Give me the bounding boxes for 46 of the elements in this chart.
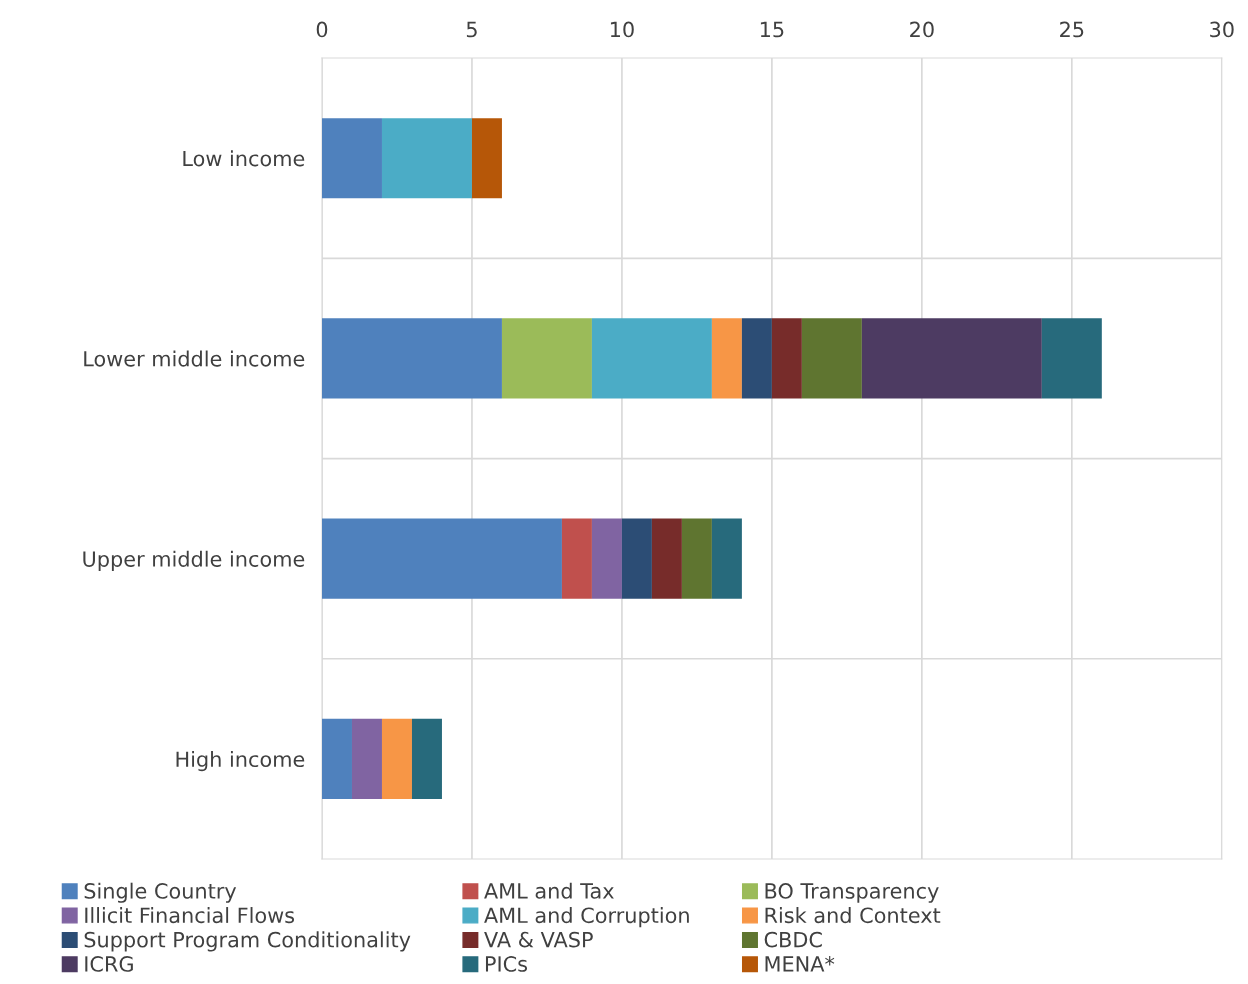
legend-label: ICRG xyxy=(85,956,133,972)
legend-label: Support Program Conditionality xyxy=(84,931,411,952)
bar xyxy=(321,118,382,199)
bar xyxy=(591,518,622,599)
legend-label: VA & VASP xyxy=(484,931,593,948)
y-tick-label: Low income xyxy=(183,150,305,167)
bar xyxy=(321,318,502,399)
bar xyxy=(741,318,772,399)
legend-label: Single Country xyxy=(84,882,237,903)
bar xyxy=(561,518,592,599)
bar xyxy=(501,318,592,399)
y-tick-label: High income xyxy=(176,750,305,772)
bar xyxy=(711,518,742,599)
bar xyxy=(1041,318,1102,399)
legend-label: Risk and Context xyxy=(765,907,941,924)
bar xyxy=(381,118,472,199)
x-tick-label: 20 xyxy=(910,21,934,38)
legend-label: AML and Tax xyxy=(484,882,614,899)
legend-label: PICs xyxy=(485,956,528,972)
x-tick-label: 5 xyxy=(466,21,477,38)
bar xyxy=(621,518,652,599)
bar xyxy=(771,318,802,399)
x-tick-label: 10 xyxy=(610,21,634,38)
y-tick-label: Upper middle income xyxy=(83,550,305,571)
legend-label: Illicit Financial Flows xyxy=(85,907,295,924)
x-tick-label: 15 xyxy=(760,21,784,38)
x-tick-label: 25 xyxy=(1060,21,1084,38)
legend-label: AML and Corruption xyxy=(484,907,689,928)
bar xyxy=(411,718,442,799)
bar xyxy=(471,118,502,199)
bar xyxy=(651,518,682,599)
legend-label: BO Transparency xyxy=(765,883,939,903)
bar xyxy=(381,718,412,799)
bar xyxy=(681,518,712,599)
x-tick-label: 30 xyxy=(1210,21,1234,38)
bar xyxy=(321,718,352,799)
legend-label: CBDC xyxy=(764,931,822,948)
legend-label: MENA* xyxy=(765,956,835,972)
bar xyxy=(591,318,712,399)
x-tick-label: 0 xyxy=(316,21,328,38)
bar xyxy=(321,518,562,599)
bar xyxy=(801,318,862,399)
y-tick-label: Lower middle income xyxy=(84,350,305,367)
bar xyxy=(351,718,382,799)
bar xyxy=(861,318,1042,399)
bar xyxy=(711,318,742,399)
